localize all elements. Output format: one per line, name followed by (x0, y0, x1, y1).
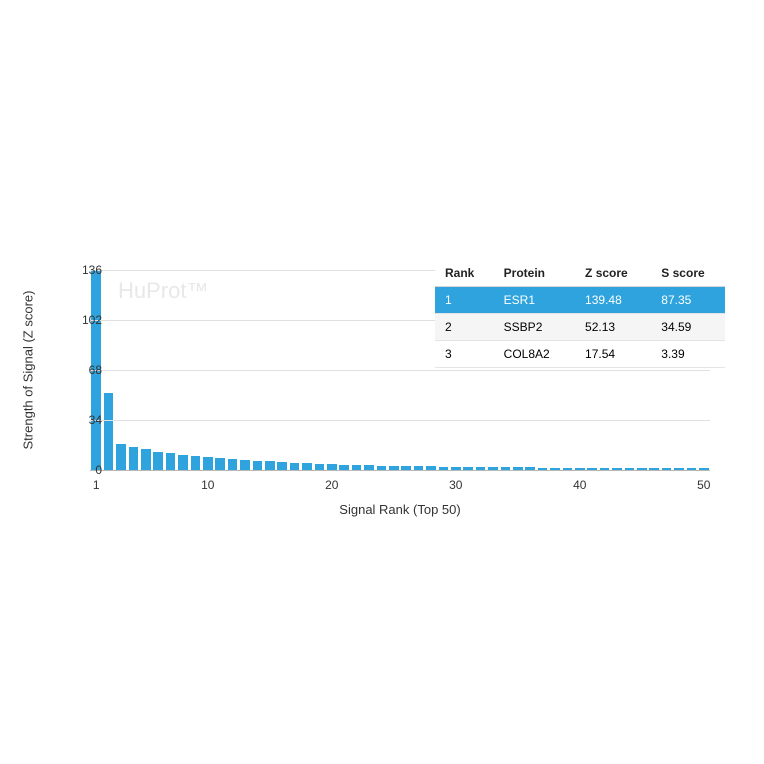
gridline (90, 370, 710, 371)
x-tick-label: 50 (697, 478, 710, 492)
x-tick-label: 10 (201, 478, 214, 492)
table-body: 1ESR1139.4887.352SSBP252.1334.593COL8A21… (435, 287, 725, 368)
bar (129, 447, 139, 470)
table-cell: 139.48 (575, 287, 651, 314)
y-tick-label: 34 (62, 413, 102, 427)
table-cell: SSBP2 (494, 314, 575, 341)
chart-container: Strength of Signal (Z score) HuProt™ 034… (50, 270, 730, 530)
table-cell: 52.13 (575, 314, 651, 341)
table-cell: ESR1 (494, 287, 575, 314)
table-header-row: RankProteinZ scoreS score (435, 260, 725, 287)
table-cell: 87.35 (651, 287, 725, 314)
table-cell: 3 (435, 341, 494, 368)
bar (166, 453, 176, 470)
bar (215, 458, 225, 470)
table-col-header: Rank (435, 260, 494, 287)
x-axis-label: Signal Rank (Top 50) (90, 502, 710, 517)
gridline (90, 420, 710, 421)
table-cell: 17.54 (575, 341, 651, 368)
bar (116, 444, 126, 470)
table-col-header: Protein (494, 260, 575, 287)
y-tick-label: 68 (62, 363, 102, 377)
x-tick-label: 1 (93, 478, 100, 492)
x-tick-label: 20 (325, 478, 338, 492)
bar (153, 452, 163, 470)
bar (191, 456, 201, 470)
table-cell: 1 (435, 287, 494, 314)
bar (253, 461, 263, 470)
table-col-header: Z score (575, 260, 651, 287)
table-row: 3COL8A217.543.39 (435, 341, 725, 368)
bar (302, 463, 312, 470)
bar (178, 455, 188, 470)
y-tick-label: 0 (62, 463, 102, 477)
y-tick-label: 136 (62, 263, 102, 277)
bar (240, 460, 250, 470)
bar (228, 459, 238, 470)
gridline (90, 470, 710, 471)
table-col-header: S score (651, 260, 725, 287)
bar (104, 393, 114, 470)
table-row: 2SSBP252.1334.59 (435, 314, 725, 341)
table-cell: 3.39 (651, 341, 725, 368)
x-tick-label: 30 (449, 478, 462, 492)
table-cell: COL8A2 (494, 341, 575, 368)
y-tick-label: 102 (62, 313, 102, 327)
table-cell: 2 (435, 314, 494, 341)
bar (290, 463, 300, 470)
y-axis-label: Strength of Signal (Z score) (21, 291, 36, 450)
bar (141, 449, 151, 470)
table-row: 1ESR1139.4887.35 (435, 287, 725, 314)
bar (203, 457, 213, 470)
x-tick-label: 40 (573, 478, 586, 492)
bar (265, 461, 275, 470)
table-cell: 34.59 (651, 314, 725, 341)
ranking-table: RankProteinZ scoreS score 1ESR1139.4887.… (435, 260, 725, 368)
bar (277, 462, 287, 470)
